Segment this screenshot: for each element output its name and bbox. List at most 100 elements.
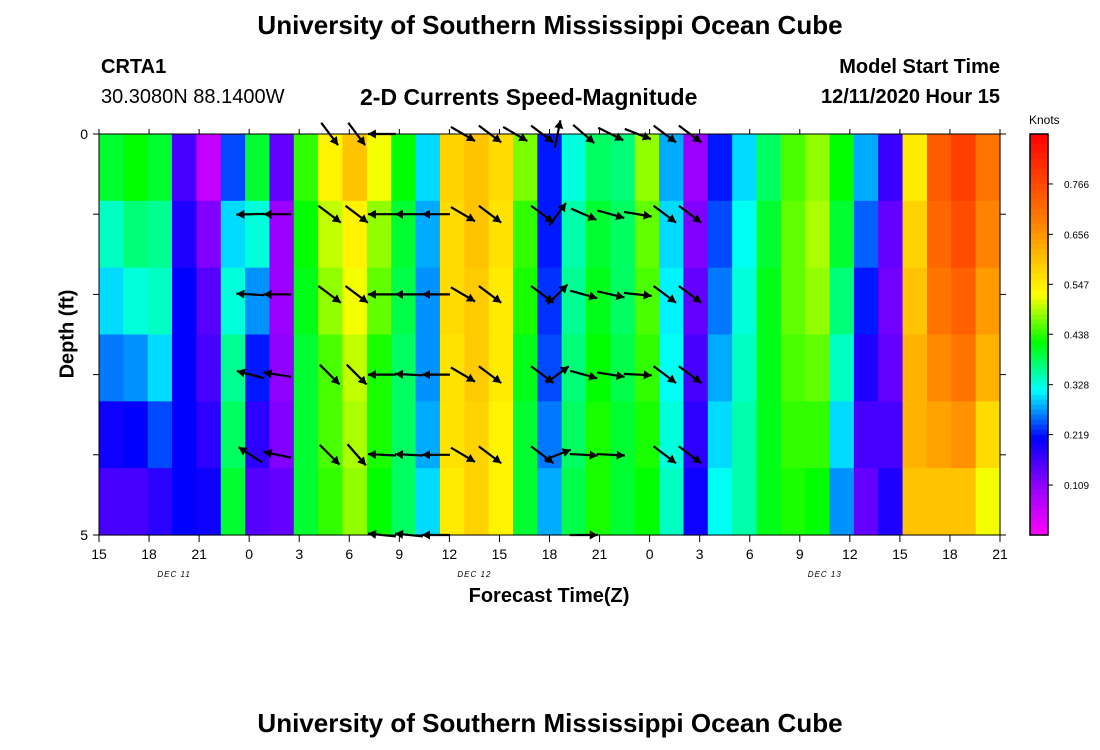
colorbar-swatch [1030, 434, 1048, 441]
heatmap-cell [488, 200, 514, 269]
colorbar-swatch [1030, 239, 1048, 245]
colorbar-swatch [1030, 409, 1048, 416]
heatmap-cell [342, 468, 368, 536]
heatmap-cell [829, 134, 855, 202]
x-tick-label: 21 [592, 546, 608, 562]
vector-head [465, 133, 476, 142]
heatmap-cell [829, 468, 855, 536]
current-vector [652, 365, 677, 384]
heatmap-cell [415, 134, 441, 202]
heatmap-cell [756, 134, 782, 202]
heatmap-cell [561, 200, 587, 269]
x-tick-label: 15 [91, 546, 107, 562]
heatmap-cell [415, 401, 441, 469]
vector-head [357, 375, 367, 385]
current-vector [569, 450, 598, 460]
heatmap-cell [269, 134, 295, 202]
current-vector [545, 365, 570, 384]
heatmap-cell [926, 468, 952, 536]
vector-head [465, 373, 476, 382]
heatmap-cell [99, 334, 124, 402]
heatmap-cell [220, 134, 246, 202]
current-vector [678, 445, 702, 465]
heatmap-cell [318, 468, 344, 536]
heatmap-cell [805, 200, 831, 269]
current-vector [569, 289, 598, 301]
date-label: DEC 12 [457, 570, 491, 579]
heatmap-cell [902, 134, 928, 202]
heatmap-cell [634, 200, 660, 269]
heatmap-cell [975, 134, 1001, 202]
vector-head [588, 371, 598, 381]
heatmap-cell [902, 267, 928, 336]
heatmap-cell [293, 267, 319, 336]
vector-head [394, 209, 403, 219]
heatmap-cell [586, 334, 611, 402]
colorbar-swatch [1030, 494, 1048, 501]
heatmap-cell [878, 401, 904, 469]
heatmap-cell [902, 200, 928, 269]
date-label: DEC 11 [157, 570, 190, 579]
current-vector [394, 449, 423, 459]
colorbar-tick-label: 0.547 [1064, 280, 1089, 291]
heatmap-cell [610, 401, 636, 469]
colorbar-swatch [1030, 254, 1048, 260]
current-vector [652, 204, 677, 224]
model-start-label: Model Start Time [839, 56, 1000, 78]
colorbar-swatch [1030, 209, 1048, 215]
heatmap-cell [464, 468, 490, 536]
heatmap-cell [99, 200, 124, 269]
heatmap-cell [245, 401, 271, 469]
heatmap-cell [902, 468, 928, 536]
heatmap-cell [391, 334, 417, 402]
colorbar-swatch [1030, 279, 1048, 285]
vector-head [587, 212, 597, 221]
colorbar-swatch [1030, 309, 1048, 316]
vector-head [615, 211, 625, 221]
vector-head [358, 214, 368, 223]
vector-head [615, 291, 625, 301]
heatmap-cell [853, 468, 879, 536]
vector-head [544, 134, 554, 143]
heatmap-cell [732, 134, 758, 202]
heatmap-cell [829, 334, 855, 402]
vector-head [692, 294, 702, 303]
current-vector [318, 444, 341, 466]
x-tick-label: 18 [542, 546, 558, 562]
colorbar-swatch [1030, 219, 1048, 225]
colorbar-swatch [1030, 464, 1048, 471]
colorbar-swatch [1030, 389, 1048, 396]
heatmap-cell [756, 401, 782, 469]
current-vector [623, 290, 652, 300]
heatmap-cell [853, 200, 879, 269]
colorbar-swatch [1030, 184, 1048, 190]
x-tick-label: 15 [892, 546, 908, 562]
heatmap-cell [805, 267, 831, 336]
vector-head [544, 214, 554, 223]
heatmap-cell [634, 401, 660, 469]
vector-head [465, 293, 476, 302]
heatmap-cell [220, 468, 246, 536]
heatmap-cell [147, 468, 173, 536]
heatmap-cell [634, 267, 660, 336]
heatmap-cells [99, 134, 1001, 536]
vector-head [330, 375, 340, 385]
heatmap-cell [707, 468, 733, 536]
heatmap-cell [926, 267, 952, 336]
heatmap-cell [951, 267, 977, 336]
heatmap-cell [123, 267, 149, 336]
heatmap-cell [512, 200, 538, 269]
heatmap-cell [293, 468, 319, 536]
heatmap-cell [926, 334, 952, 402]
vector-head [614, 132, 624, 141]
vector-head [421, 370, 430, 380]
vector-head [330, 455, 340, 465]
heatmap-cell [488, 401, 514, 469]
heatmap-cell [415, 267, 441, 336]
heatmap-cell [853, 334, 879, 402]
heatmap-cell [756, 468, 782, 536]
colorbar-swatch [1030, 224, 1048, 230]
colorbar-swatch [1030, 384, 1048, 391]
vector-head [236, 209, 245, 219]
date-label: DEC 13 [808, 570, 842, 579]
